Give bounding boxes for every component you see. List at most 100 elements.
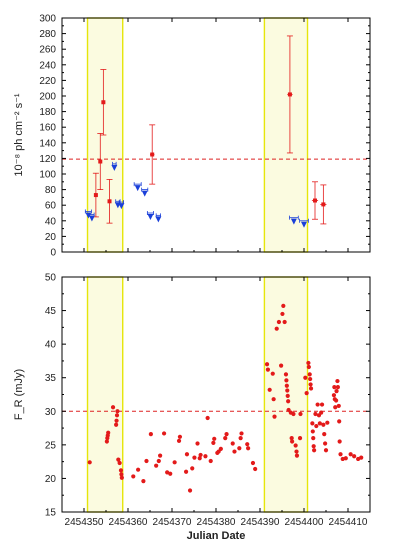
highlight-band <box>86 276 124 513</box>
optical-point <box>337 439 342 444</box>
optical-point <box>285 393 290 398</box>
y-tick-label: 100 <box>39 170 56 181</box>
upper-limit-arrow <box>301 221 307 228</box>
y-tick-label: 220 <box>39 76 56 87</box>
optical-point <box>282 319 287 325</box>
optical-point <box>332 385 337 390</box>
optical-point <box>308 382 313 387</box>
optical-point <box>333 405 338 410</box>
y-tick-label: 300 <box>39 14 56 25</box>
optical-point <box>281 303 286 308</box>
optical-point <box>274 326 279 331</box>
optical-point <box>114 418 119 423</box>
upper-limit-arrow <box>290 218 297 225</box>
optical-point <box>154 463 159 468</box>
y-axis-label: 10⁻⁸ ph cm⁻² s⁻¹ <box>13 93 25 177</box>
optical-point <box>148 432 153 437</box>
y-tick-label: 15 <box>45 508 57 519</box>
optical-point <box>168 471 173 476</box>
optical-point <box>298 411 303 417</box>
optical-point <box>276 319 282 325</box>
y-tick-label: 60 <box>45 201 57 212</box>
optical-point <box>195 441 200 446</box>
x-axis-label: Julian Date <box>187 530 246 542</box>
y-axis-label: F_R (mJy) <box>13 369 25 420</box>
y-tick-label: 45 <box>45 306 57 317</box>
y-tick-label: 260 <box>39 45 56 56</box>
optical-point <box>114 413 120 418</box>
y-tick-label: 200 <box>39 92 56 103</box>
optical-point <box>293 443 298 448</box>
y-tick-label: 280 <box>39 29 56 40</box>
optical-point <box>136 467 141 472</box>
y-tick-label: 80 <box>45 185 57 196</box>
optical-point <box>104 439 109 444</box>
optical-point <box>310 421 315 426</box>
optical-point <box>208 458 213 464</box>
detection-point <box>150 152 155 157</box>
optical-point <box>110 405 116 410</box>
optical-point <box>311 436 316 441</box>
detection-point <box>287 92 292 97</box>
optical-point <box>323 441 328 446</box>
optical-point <box>239 431 244 436</box>
optical-point <box>334 389 339 394</box>
y-tick-label: 40 <box>45 216 57 227</box>
optical-point <box>230 441 235 446</box>
optical-point <box>331 393 337 398</box>
optical-point <box>308 386 314 391</box>
optical-point <box>312 448 317 453</box>
optical-point <box>279 363 284 368</box>
optical-panel: 15 20 25 30 35 40 45 50 2454350 2454360 2454370 245… <box>13 273 371 542</box>
optical-point <box>284 378 289 383</box>
y-tick-label: 160 <box>39 123 56 134</box>
optical-point <box>205 415 210 421</box>
optical-point <box>156 458 161 464</box>
x-tick-label: 2454360 <box>109 517 148 528</box>
optical-point <box>291 411 296 417</box>
optical-point <box>115 409 120 414</box>
optical-point <box>297 436 303 441</box>
upper-limit-arrow <box>147 214 154 220</box>
upper-limit-arrow <box>111 164 118 171</box>
optical-point <box>192 455 197 460</box>
x-tick-label: 2454410 <box>329 517 368 528</box>
y-tick-label: 35 <box>45 373 57 384</box>
optical-point <box>294 453 300 458</box>
optical-point <box>314 423 319 429</box>
optical-point <box>183 469 189 474</box>
optical-point <box>280 311 285 317</box>
optical-point <box>310 429 315 434</box>
optical-point <box>319 410 324 415</box>
highlight-band <box>263 17 309 253</box>
optical-point <box>338 452 343 457</box>
y-tick-label: 25 <box>45 440 57 451</box>
highlight-band <box>263 276 309 513</box>
upper-limit-arrow <box>88 215 95 222</box>
y-tick-label: 240 <box>39 60 56 71</box>
optical-point <box>246 446 251 451</box>
optical-point <box>272 414 277 419</box>
optical-point <box>238 436 243 441</box>
optical-point <box>322 432 327 437</box>
optical-point <box>232 449 237 454</box>
y-tick-label: 0 <box>50 248 56 259</box>
optical-point <box>334 398 339 403</box>
optical-point <box>114 422 119 427</box>
x-tick-label: 2454380 <box>197 517 236 528</box>
optical-point <box>285 388 290 393</box>
optical-point <box>267 387 272 392</box>
detection-point <box>107 199 112 204</box>
x-tick-label: 2454390 <box>241 517 280 528</box>
optical-point <box>211 440 216 445</box>
optical-point <box>218 446 223 451</box>
optical-point <box>158 453 163 458</box>
y-tick-label: 20 <box>45 232 57 243</box>
optical-point <box>304 391 309 396</box>
optical-point <box>172 460 177 465</box>
y-tick-label: 180 <box>39 107 56 118</box>
y-tick-label: 30 <box>45 407 57 418</box>
optical-point <box>323 448 329 453</box>
